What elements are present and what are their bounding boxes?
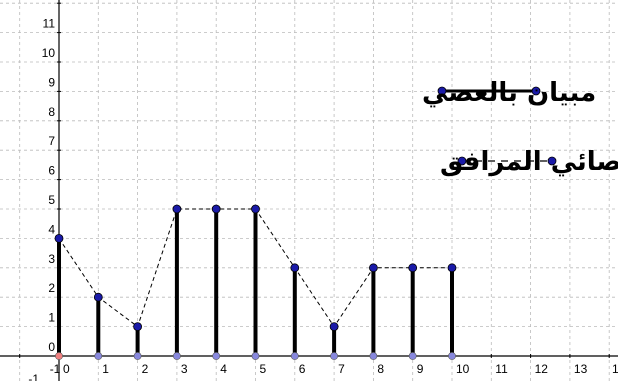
data-point — [172, 204, 182, 214]
x-tick-label: 8 — [377, 362, 384, 376]
y-tick-label: 0 — [48, 340, 55, 354]
base-point — [448, 352, 456, 360]
base-point — [290, 352, 299, 360]
x-tick-label: 3 — [181, 362, 188, 376]
x-tick-label: 10 — [456, 362, 470, 376]
y-tick-label: 8 — [48, 105, 55, 119]
x-tick-label: -1 — [50, 362, 61, 376]
points-layer — [54, 204, 457, 360]
x-tick-label: 1 — [612, 362, 618, 376]
y-tick-label: 5 — [48, 193, 55, 207]
data-point — [93, 292, 103, 302]
base-point — [330, 352, 338, 360]
base-point — [133, 352, 142, 360]
x-tick-label: 2 — [142, 362, 149, 376]
x-tick-label: 4 — [220, 362, 227, 376]
legend-sticks-point-end — [531, 86, 541, 96]
base-point — [172, 352, 181, 360]
data-point — [211, 204, 221, 214]
y-tick-label: 7 — [48, 134, 55, 148]
data-point — [290, 263, 300, 273]
base-point — [369, 352, 378, 360]
legend-polygon-label: المضلع الاحصائي المرافق — [440, 147, 618, 177]
x-tick-label: 5 — [260, 362, 267, 376]
sticks-layer — [57, 209, 454, 356]
data-point — [329, 322, 339, 332]
data-point — [447, 263, 457, 273]
data-point — [54, 233, 64, 243]
legend-polygon-point-end — [547, 156, 557, 166]
legend-polygon-point-start — [457, 156, 467, 166]
x-tick-label: 6 — [299, 362, 306, 376]
y-tick-label: 2 — [48, 281, 55, 295]
base-point — [408, 352, 417, 360]
x-tick-label: 12 — [535, 362, 549, 376]
x-tick-label: 0 — [63, 362, 70, 376]
data-point — [408, 263, 418, 273]
y-tick-label: 11 — [43, 17, 56, 31]
x-tick-label: 1 — [102, 362, 109, 376]
legend: مبيان بالعصي المضلع الاحصائي المرافق — [422, 78, 618, 177]
y-tick-label: 9 — [48, 75, 55, 89]
y-tick-label: 1 — [48, 311, 55, 325]
y-tick-label: 4 — [48, 222, 55, 236]
data-point — [368, 263, 378, 273]
base-point — [251, 352, 260, 360]
x-tick-label: 11 — [495, 362, 508, 376]
base-point — [212, 352, 221, 360]
y-tick-label: -1 — [28, 372, 39, 381]
x-tick-label: 9 — [417, 362, 424, 376]
data-point — [133, 322, 143, 332]
legend-sticks-label: مبيان بالعصي — [422, 78, 596, 108]
x-tick-label: 13 — [574, 362, 588, 376]
y-tick-label: 3 — [48, 252, 55, 266]
data-point — [251, 204, 260, 214]
y-tick-label: 10 — [42, 46, 56, 60]
base-point — [55, 352, 63, 360]
base-point — [94, 352, 103, 360]
y-tick-labels: -1 0 1 2 3 4 5 6 7 8 9 10 11 — [28, 17, 55, 381]
legend-sticks-point-start — [437, 86, 447, 96]
x-tick-label: 7 — [338, 362, 345, 376]
x-tick-labels: -1 0 1 2 3 4 5 6 7 8 9 10 11 12 13 1 — [50, 362, 618, 376]
y-tick-label: 6 — [48, 164, 55, 178]
